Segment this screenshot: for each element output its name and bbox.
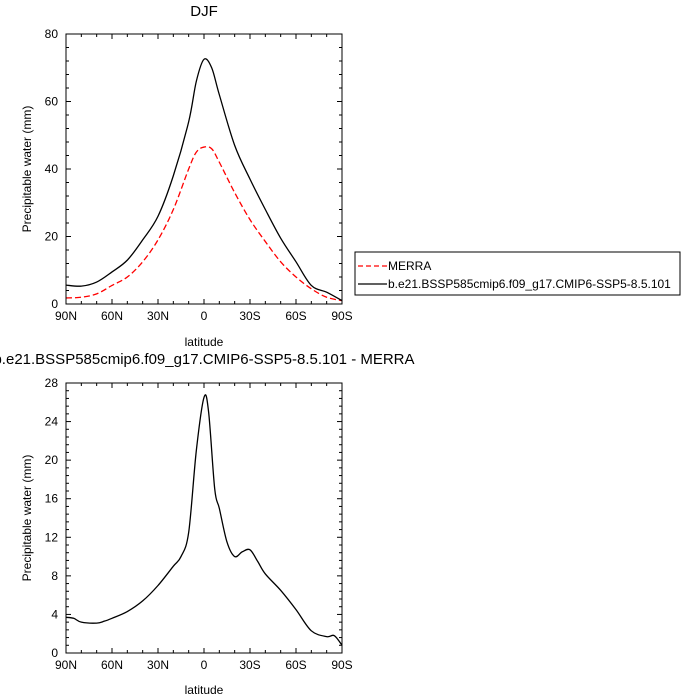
difference-plot-frame (65, 382, 343, 654)
difference-x-axis-label: latitude (185, 683, 224, 697)
djf-x-tick-label: 30N (147, 309, 169, 323)
difference-x-tick-label: 90N (55, 658, 77, 672)
difference-x-tick-label: 30N (147, 658, 169, 672)
djf-y-tick-label: 20 (45, 230, 59, 244)
djf-y-tick-label: 60 (45, 95, 59, 109)
djf-series-line-model (65, 58, 343, 302)
djf-y-axis-label: Precipitable water (mm) (20, 106, 34, 233)
djf-y-tick-label: 0 (51, 297, 58, 311)
difference-y-tick-label: 16 (45, 492, 59, 506)
djf-x-tick-label: 0 (201, 309, 208, 323)
difference-x-tick-label: 0 (201, 658, 208, 672)
difference-series-line-model (65, 394, 343, 646)
djf-x-tick-label: 60N (101, 309, 123, 323)
difference-y-axis-label: Precipitable water (mm) (20, 455, 34, 582)
difference-y-tick-label: 4 (51, 607, 58, 621)
djf-x-tick-label: 60S (285, 309, 306, 323)
difference-y-tick-label: 20 (45, 453, 59, 467)
difference-y-tick-label: 8 (51, 569, 58, 583)
djf-plot-frame (65, 33, 343, 305)
legend-box (354, 251, 681, 296)
difference-y-tick-label: 0 (51, 646, 58, 660)
difference-x-tick-label: 60N (101, 658, 123, 672)
djf-y-tick-label: 80 (45, 27, 59, 41)
djf-panel: DJF 90N 60N 30N 0 30S 60S 90S 0 20 40 60 80 latitu… (20, 3, 353, 349)
difference-y-tick-label: 24 (45, 415, 59, 429)
djf-x-tick-label: 30S (239, 309, 260, 323)
djf-title: DJF (190, 3, 218, 20)
difference-x-tick-label: 90S (331, 658, 352, 672)
difference-y-tick-label: 12 (45, 530, 59, 544)
legend: MERRA b.e21.BSSP585cmip6.f09_g17.CMIP6-S… (354, 251, 681, 296)
difference-panel: b.e21.BSSP585cmip6.f09_g17.CMIP6-SSP5-8.… (0, 351, 415, 697)
difference-x-tick-label: 30S (239, 658, 260, 672)
djf-y-tick-label: 40 (45, 162, 59, 176)
difference-title: b.e21.BSSP585cmip6.f09_g17.CMIP6-SSP5-8.… (0, 351, 415, 368)
difference-y-tick-label: 28 (45, 376, 59, 390)
difference-x-tick-label: 60S (285, 658, 306, 672)
legend-merra-label: MERRA (388, 259, 431, 273)
djf-series-line-merra (65, 146, 343, 302)
djf-x-axis-label: latitude (185, 335, 224, 349)
djf-x-tick-label: 90S (331, 309, 352, 323)
legend-model-label: b.e21.BSSP585cmip6.f09_g17.CMIP6-SSP5-8.… (388, 277, 671, 291)
djf-x-tick-label: 90N (55, 309, 77, 323)
